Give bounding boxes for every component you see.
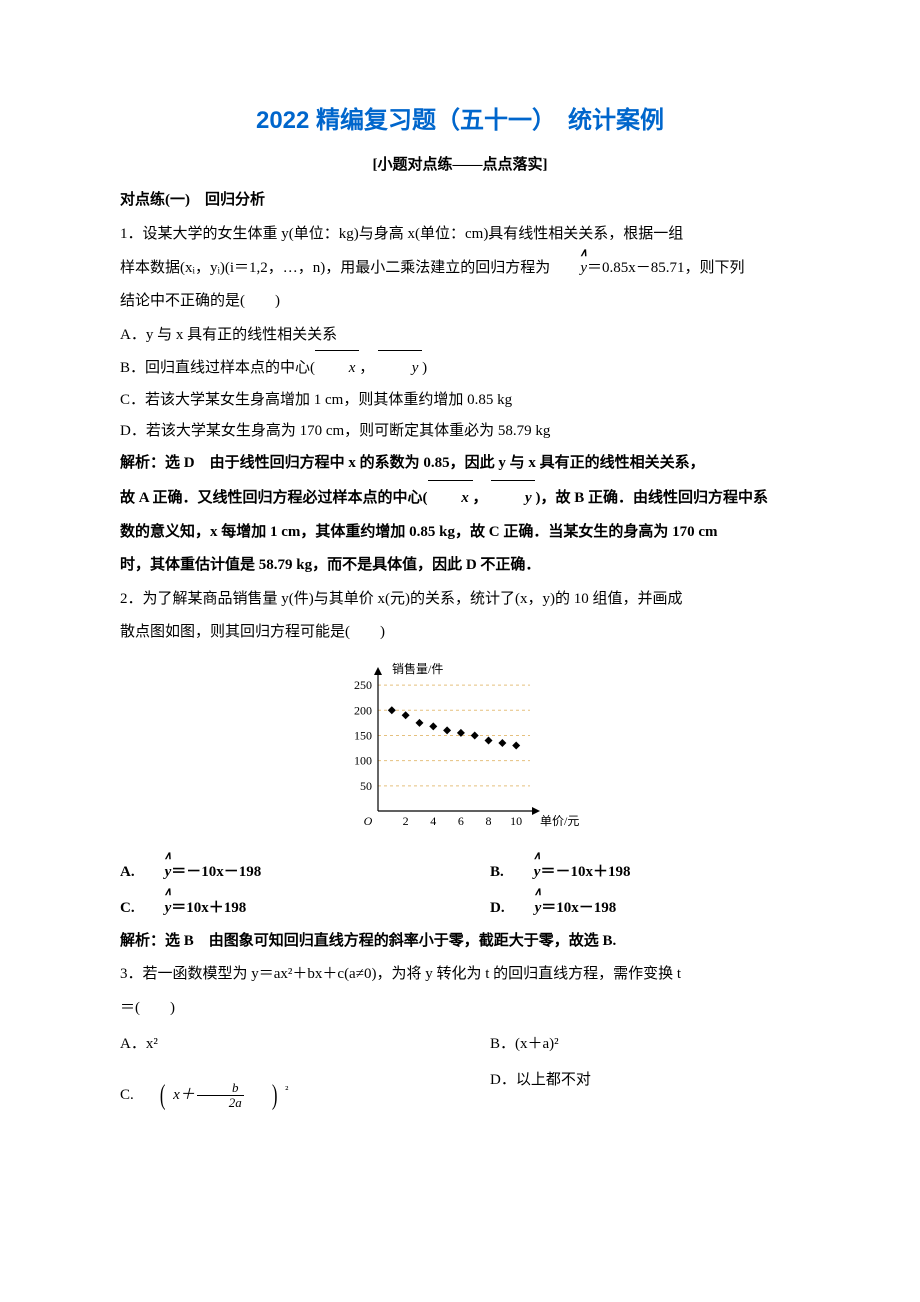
- q1-stem-2a: 样本数据(xᵢ，yᵢ)(i＝1,2，…，n)，用最小二乘法建立的回归方程为: [120, 260, 550, 276]
- svg-text:8: 8: [486, 814, 492, 828]
- y-hat-symbol: y: [505, 890, 542, 926]
- q1-solution-line4: 时，其体重估计值是 58.79 kg，而不是具体值，因此 D 不正确．: [90, 550, 830, 582]
- ybar-symbol: y: [378, 351, 422, 385]
- svg-text:10: 10: [510, 814, 522, 828]
- fraction-num: b: [197, 1081, 244, 1096]
- q1-option-c: C．若该大学某女生身高增加 1 cm，则其体重约增加 0.85 kg: [90, 385, 830, 417]
- svg-text:100: 100: [354, 753, 372, 767]
- q1-b-3: ): [422, 360, 427, 376]
- q3-c-sup: ²: [285, 1084, 288, 1096]
- q1-sol-2c: )，故 B 正确．由线性回归方程中系: [535, 490, 768, 506]
- q2-d-val: ＝10x－198: [541, 900, 616, 916]
- q1-option-d: D．若该大学某女生身高为 170 cm，则可断定其体重必为 58.79 kg: [90, 416, 830, 448]
- svg-text:单价/元: 单价/元: [540, 814, 579, 828]
- q1-b-1: B．回归直线过样本点的中心(: [120, 360, 315, 376]
- q2-options-row1: A.y＝－10x－198 B.y＝－10x＋198: [90, 854, 830, 890]
- q3-options-row2: C. ( x＋b2a) ² D．以上都不对: [90, 1062, 830, 1129]
- svg-text:销售量/件: 销售量/件: [392, 661, 443, 676]
- q1-solution-line3: 数的意义知，x 每增加 1 cm，其体重约增加 0.85 kg，故 C 正确．当…: [90, 517, 830, 549]
- svg-text:O: O: [364, 814, 373, 828]
- section-heading-1: 对点练(一) 回归分析: [90, 188, 830, 209]
- y-hat-symbol: y: [135, 890, 172, 926]
- svg-text:2: 2: [403, 814, 409, 828]
- svg-text:4: 4: [430, 814, 436, 828]
- page-title: 2022 精编复习题（五十一） 统计案例: [90, 100, 830, 135]
- q3-option-d: D．以上都不对: [460, 1062, 830, 1129]
- left-paren-icon: (: [142, 1062, 166, 1129]
- svg-text:250: 250: [354, 678, 372, 692]
- q2-option-c: C.y＝10x＋198: [90, 890, 460, 926]
- q2-stem-line1: 2．为了解某商品销售量 y(件)与其单价 x(元)的关系，统计了(x，y)的 1…: [90, 584, 830, 616]
- q1-option-a: A．y 与 x 具有正的线性相关关系: [90, 320, 830, 352]
- subtitle: [小题对点练——点点落实]: [90, 153, 830, 174]
- q3-option-c: C. ( x＋b2a) ²: [90, 1062, 460, 1129]
- xbar-symbol: x: [315, 351, 359, 385]
- q2-options-row2: C.y＝10x＋198 D.y＝10x－198: [90, 890, 830, 926]
- q2-b-val: ＝－10x＋198: [540, 864, 630, 880]
- q3-c-prefix: C.: [120, 1087, 134, 1103]
- svg-text:6: 6: [458, 814, 464, 828]
- ybar-symbol: y: [491, 481, 535, 515]
- q2-solution: 解析：选 B 由图象可知回归直线方程的斜率小于零，截距大于零，故选 B.: [90, 926, 830, 958]
- q1-stem-line3: 结论中不正确的是( ): [90, 286, 830, 318]
- fraction: b2a: [197, 1081, 244, 1109]
- q1-b-2: ，: [359, 360, 374, 376]
- svg-text:150: 150: [354, 728, 372, 742]
- xbar-symbol: x: [428, 481, 473, 515]
- q1-sol-2a: 故 A 正确．又线性回归方程必过样本点的中心(: [120, 490, 428, 506]
- q3-options-row1: A．x² B．(x＋a)²: [90, 1026, 830, 1062]
- q3-stem-line2: ＝( ): [90, 993, 830, 1025]
- q1-option-b: B．回归直线过样本点的中心( x ， y ): [90, 351, 830, 385]
- fraction-den: 2a: [197, 1096, 244, 1110]
- q1-sol-2b: ，: [473, 490, 488, 506]
- q2-a-val: ＝－10x－198: [171, 864, 261, 880]
- q1-stem-2b: ＝0.85x－85.71，则下列: [587, 260, 745, 276]
- q3-option-b: B．(x＋a)²: [460, 1026, 830, 1062]
- scatter-svg: 50 100 150 200 250 2 4 6 8 10 O 销售量/件单价/元: [330, 657, 590, 837]
- svg-text:200: 200: [354, 703, 372, 717]
- scatter-chart: 50 100 150 200 250 2 4 6 8 10 O 销售量/件单价/元: [90, 657, 830, 842]
- q1-solution-line2: 故 A 正确．又线性回归方程必过样本点的中心( x ， y )，故 B 正确．由…: [90, 481, 830, 515]
- q3-stem-line1: 3．若一函数模型为 y＝ax²＋bx＋c(a≠0)，为将 y 转化为 t 的回归…: [90, 959, 830, 991]
- q2-option-d: D.y＝10x－198: [460, 890, 830, 926]
- right-paren-icon: ): [254, 1062, 278, 1129]
- q3-option-a: A．x²: [90, 1026, 460, 1062]
- svg-text:50: 50: [360, 778, 372, 792]
- y-hat-symbol: y: [550, 253, 587, 285]
- q2-c-val: ＝10x＋198: [171, 900, 246, 916]
- q1-solution-line1: 解析：选 D 由于线性回归方程中 x 的系数为 0.85，因此 y 与 x 具有…: [90, 448, 830, 480]
- q2-stem-line2: 散点图如图，则其回归方程可能是( ): [90, 617, 830, 649]
- q1-stem-line2: 样本数据(xᵢ，yᵢ)(i＝1,2，…，n)，用最小二乘法建立的回归方程为y＝0…: [90, 253, 830, 285]
- q3-c-expr: x＋: [173, 1087, 195, 1103]
- q1-stem-line1: 1．设某大学的女生体重 y(单位：kg)与身高 x(单位：cm)具有线性相关关系…: [90, 219, 830, 251]
